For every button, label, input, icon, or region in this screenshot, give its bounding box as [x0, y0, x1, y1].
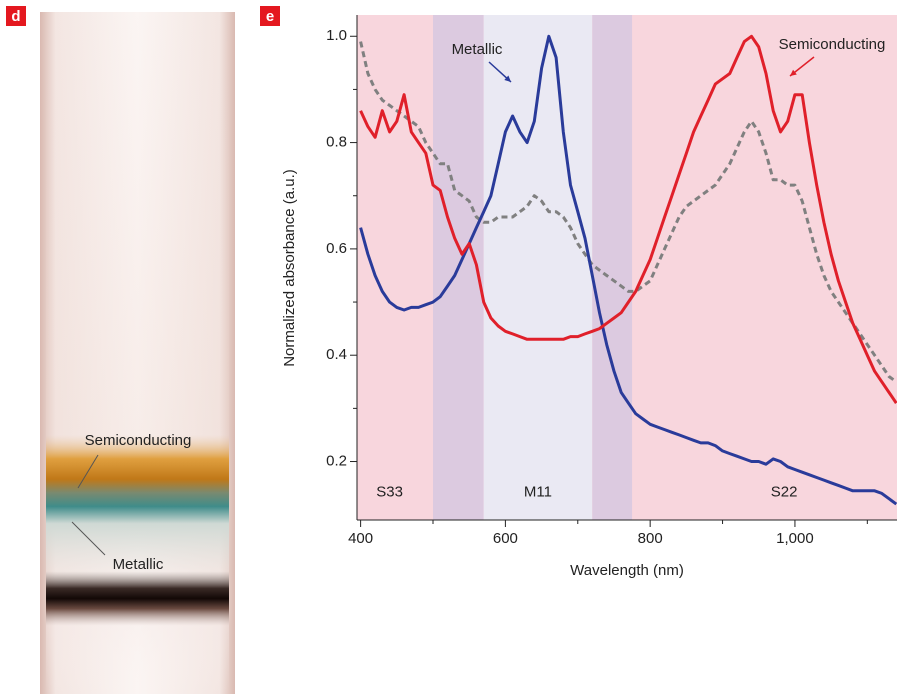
panel-d: d Semiconducting Metallic [6, 6, 235, 694]
series-line [359, 41, 897, 384]
panel-label-box [260, 6, 280, 26]
region-label: S22 [771, 483, 798, 500]
axes-layer [350, 15, 897, 527]
panel-label: d [11, 8, 20, 25]
regions-layer [357, 15, 897, 520]
pointer [77, 454, 99, 489]
region-label: S33 [376, 483, 403, 500]
panel-label: e [266, 8, 274, 25]
x-tick-label: 800 [638, 530, 663, 547]
lines-layer [359, 34, 897, 506]
y-tick-label: 0.4 [326, 346, 347, 363]
pointer [71, 521, 106, 556]
series-line [359, 34, 897, 404]
labels-layer: 400 600 800 1,000 0.2 0.4 0.6 0.8 1.0 S33 M11 S22 Me… [326, 27, 885, 547]
callout-arrowhead [504, 75, 511, 82]
x-tick-label: 1,000 [776, 530, 814, 547]
y-tick-label: 1.0 [326, 27, 347, 44]
x-axis-title: Wavelength (nm) [570, 562, 684, 579]
series-callout: Semiconducting [779, 36, 886, 53]
panel-label-box [6, 6, 26, 26]
tube-bands [46, 12, 229, 694]
series-callout: Metallic [452, 41, 503, 58]
region-label: M11 [524, 483, 552, 500]
y-tick-label: 0.8 [326, 134, 347, 151]
callout-arrowhead [790, 69, 797, 76]
band-label: Metallic [113, 556, 164, 573]
y-tick-label: 0.2 [326, 452, 347, 469]
band-region [592, 15, 633, 520]
series-line [359, 34, 897, 506]
x-tick-label: 600 [493, 530, 518, 547]
y-axis-title: Normalized absorbance (a.u.) [281, 169, 298, 367]
panel-e: e Wavelength (nm) Normalized absorbance … [260, 6, 684, 579]
y-tick-label: 0.6 [326, 240, 347, 257]
band-label: Semiconducting [85, 432, 192, 449]
x-tick-label: 400 [348, 530, 373, 547]
